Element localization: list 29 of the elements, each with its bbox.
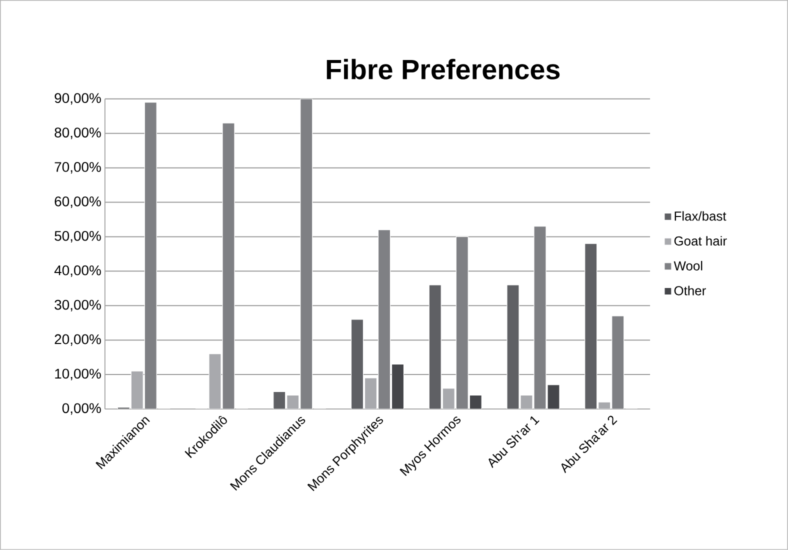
y-tick-label: 70,00%: [54, 162, 101, 174]
bar: [584, 243, 598, 410]
y-tick-label: 20,00%: [54, 334, 101, 346]
legend-label: Other: [674, 286, 706, 296]
y-tick-label: 90,00%: [54, 93, 101, 105]
y-tick-label: 50,00%: [54, 230, 101, 243]
bar: [456, 236, 468, 410]
y-tick-label: 60,00%: [54, 196, 101, 208]
bar: [506, 284, 520, 410]
bar: [612, 316, 624, 410]
y-tick-label: 0,00%: [62, 403, 101, 415]
bar: [378, 230, 391, 410]
bar: [273, 391, 286, 410]
bar: [534, 226, 546, 410]
y-tick-label: 40,00%: [54, 265, 101, 277]
y-tick-label: 80,00%: [54, 128, 101, 140]
bar: [391, 364, 404, 410]
bar: [222, 122, 235, 410]
bar: [350, 319, 364, 410]
bar: [144, 102, 157, 410]
legend-label: Goat hair: [674, 236, 727, 246]
chart-title: Fibre Preferences: [326, 58, 560, 80]
y-tick-label: 10,00%: [55, 368, 101, 380]
legend-label: Flax/bast: [674, 211, 726, 221]
legend-label: Wool: [674, 260, 702, 270]
bar: [428, 284, 442, 410]
bar: [300, 98, 313, 410]
y-tick-label: 30,00%: [54, 300, 101, 312]
bar: [470, 395, 482, 410]
